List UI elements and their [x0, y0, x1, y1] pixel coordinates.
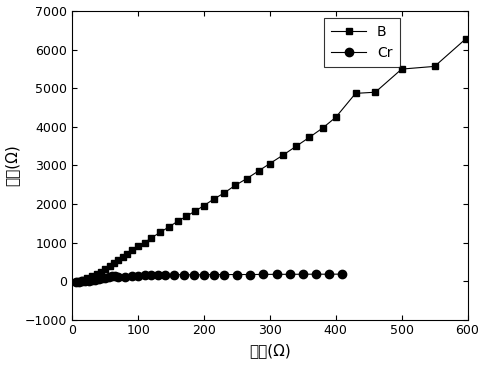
B	[353, 91, 359, 96]
Cr	[93, 277, 98, 282]
Cr	[287, 272, 293, 277]
B	[256, 168, 262, 173]
B	[157, 230, 163, 235]
B	[124, 252, 130, 256]
B	[102, 267, 108, 271]
B	[307, 135, 312, 139]
B	[76, 279, 82, 284]
B	[80, 277, 86, 282]
Cr	[191, 273, 197, 277]
B	[120, 255, 126, 259]
B	[116, 258, 121, 262]
Y-axis label: 虚部(Ω): 虚部(Ω)	[4, 144, 19, 186]
B	[221, 191, 227, 196]
Cr	[234, 272, 240, 277]
B	[463, 37, 469, 41]
Cr	[221, 272, 227, 277]
Cr	[181, 273, 187, 277]
Cr	[116, 274, 121, 279]
Cr	[79, 279, 85, 284]
B	[399, 67, 404, 71]
Cr	[148, 273, 154, 277]
B	[148, 236, 154, 240]
Cr	[102, 275, 108, 280]
B	[129, 248, 134, 253]
Cr	[211, 272, 217, 277]
Line: B: B	[75, 36, 469, 285]
Cr	[247, 272, 253, 277]
B	[111, 261, 117, 265]
B	[166, 224, 172, 229]
Cr	[129, 274, 134, 279]
Cr	[106, 274, 111, 279]
B	[373, 90, 378, 94]
Cr	[172, 273, 177, 277]
B	[280, 153, 286, 157]
X-axis label: 实部(Ω): 实部(Ω)	[249, 343, 291, 358]
Cr	[313, 272, 319, 276]
B	[333, 115, 339, 120]
B	[201, 203, 207, 208]
Line: Cr: Cr	[71, 270, 347, 287]
B	[294, 144, 299, 149]
B	[84, 276, 90, 280]
Cr	[82, 279, 88, 284]
Cr	[201, 273, 207, 277]
B	[98, 270, 104, 274]
Cr	[161, 273, 167, 277]
Cr	[326, 272, 332, 276]
Cr	[300, 272, 306, 276]
Cr	[122, 275, 128, 279]
B	[135, 244, 141, 249]
Cr	[109, 274, 115, 279]
B	[89, 274, 95, 279]
B	[183, 214, 189, 218]
Cr	[142, 273, 147, 277]
Cr	[73, 280, 79, 285]
Cr	[339, 272, 345, 276]
Cr	[155, 273, 161, 277]
Legend: B, Cr: B, Cr	[324, 18, 400, 67]
B	[175, 219, 181, 224]
B	[142, 240, 147, 245]
Cr	[86, 278, 92, 283]
Cr	[135, 273, 141, 278]
B	[432, 64, 438, 69]
Cr	[89, 278, 95, 282]
B	[244, 176, 250, 181]
B	[94, 272, 100, 276]
Cr	[99, 276, 105, 280]
Cr	[76, 280, 82, 284]
Cr	[274, 272, 280, 277]
B	[232, 183, 238, 188]
B	[211, 197, 217, 201]
B	[267, 161, 273, 166]
Cr	[96, 277, 102, 281]
Cr	[260, 272, 266, 277]
B	[320, 126, 325, 130]
Cr	[112, 274, 118, 279]
B	[107, 264, 113, 268]
B	[193, 209, 199, 213]
